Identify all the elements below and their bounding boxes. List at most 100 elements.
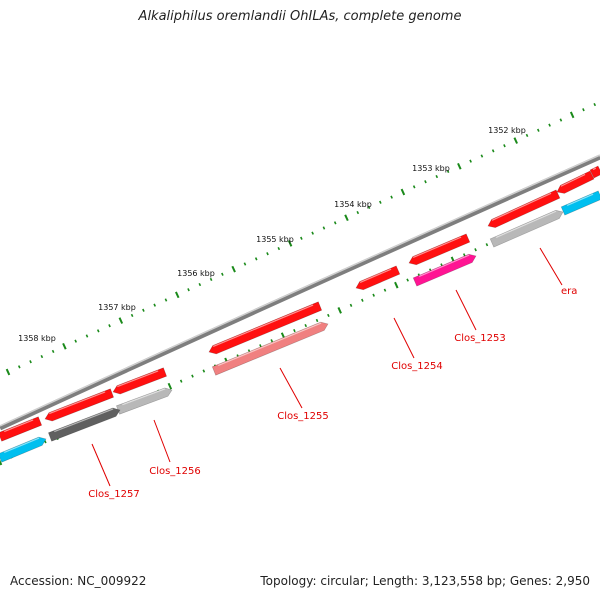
ruler-tick [17, 365, 21, 369]
ruler-tick [424, 180, 427, 184]
gene-feature-highlight [592, 167, 597, 171]
ruler-tick [277, 246, 281, 251]
gene-feature [208, 301, 323, 355]
gene-label: era [561, 286, 577, 297]
ruler-tick [569, 111, 575, 119]
ruler-tick [254, 257, 258, 261]
ruler-tick [209, 277, 213, 282]
ruler-tick [337, 307, 342, 314]
label-leaders [91, 247, 563, 487]
label-leader [539, 247, 563, 286]
gene-feature-highlight [212, 304, 314, 348]
ruler-tick [153, 303, 156, 307]
ruler-tick [593, 102, 597, 107]
ruler-tick [344, 214, 349, 222]
ruler-tick [198, 282, 202, 287]
ruler-tick [474, 248, 477, 252]
scale-label: 1353 kbp [412, 164, 450, 173]
gene-feature-era [560, 190, 600, 216]
ruler-tick [231, 265, 236, 273]
ruler-tick [383, 288, 387, 292]
ruler-tick [400, 188, 406, 196]
ruler-tick [315, 318, 319, 323]
scale-labels: 1352 kbp 1353 kbp 1354 kbp 1355 kbp 1356 kbp… [18, 126, 526, 343]
gene-feature [489, 209, 564, 248]
gene-feature-clos-1256-highlight [122, 388, 166, 406]
gene-label: Clos_1257 [88, 489, 140, 500]
scale-label: 1352 kbp [488, 126, 526, 135]
gene-feature-clos-1257-highlight [54, 408, 114, 433]
gene-feature [556, 170, 595, 194]
ruler-tick [270, 339, 274, 343]
ruler-tick [40, 354, 44, 359]
gene-feature-clos-1253 [412, 253, 477, 287]
gene-feature [112, 367, 167, 395]
gene-feature-clos-1255 [211, 321, 329, 376]
ruler-tick [96, 329, 100, 333]
ruler-tick [287, 240, 293, 247]
gene-label: Clos_1256 [149, 466, 201, 477]
gene-feature-clos-1255-highlight [217, 322, 322, 367]
label-leader [279, 367, 303, 409]
genome-backbone-highlight [0, 154, 600, 427]
ruler-tick [221, 272, 224, 276]
ruler-tick [259, 344, 262, 348]
map-title: Alkaliphilus oremlandii OhILAs, complete… [138, 9, 462, 24]
ruler-tick [548, 123, 551, 127]
ruler-tick [457, 162, 462, 170]
ruler-tick [300, 236, 303, 240]
gene-label: Clos_1254 [391, 361, 443, 372]
genome-summary-text: Topology: circular; Length: 3,123,558 bp… [260, 574, 590, 588]
scale-label: 1355 kbp [256, 235, 294, 244]
gene-feature-highlight [412, 236, 462, 258]
ruler-tick [51, 349, 55, 354]
ruler-tick [130, 313, 134, 318]
genome-backbone [0, 154, 600, 431]
ruler-tick [179, 379, 183, 383]
ruler-tick [202, 369, 206, 373]
ruler-tick [167, 382, 173, 390]
gene-feature-highlight [4, 419, 34, 433]
ruler-tick [537, 128, 540, 132]
label-leader [455, 289, 477, 331]
ruler-tick [513, 137, 518, 144]
ruler-tick [394, 281, 399, 289]
ruler-tick [559, 118, 563, 122]
ruler-tick [243, 262, 247, 266]
ruler-tick [311, 231, 314, 235]
gene-feature [0, 416, 43, 442]
ruler-tick [349, 303, 353, 307]
ruler-tick [582, 108, 585, 112]
gene-feature [0, 436, 47, 463]
gene-feature-highlight [117, 370, 159, 388]
ruler-tick [333, 221, 337, 225]
ruler-tick [118, 317, 124, 324]
gene-feature [589, 165, 600, 179]
ruler-tick [435, 174, 439, 179]
gene-feature [355, 265, 401, 291]
scale-label: 1357 kbp [98, 303, 136, 312]
gene-feature-highlight [560, 173, 586, 187]
gene-feature-clos-1257 [48, 407, 121, 442]
gene-feature [44, 388, 114, 422]
label-leader [393, 317, 415, 359]
scale-label: 1358 kbp [18, 334, 56, 343]
ruler-tick [356, 210, 360, 215]
ruler-tick [142, 308, 145, 312]
ruler-tick [469, 159, 472, 163]
ruler-tick [491, 149, 495, 153]
label-leader [91, 443, 111, 487]
ruler-tick [0, 459, 3, 466]
gene-label: Clos_1253 [454, 333, 506, 344]
gene-feature-era-highlight [566, 193, 594, 206]
gene-feature-highlight [49, 391, 106, 415]
ruler-tick [485, 243, 489, 247]
ruler-tick [43, 440, 47, 444]
ruler-tick [327, 313, 330, 318]
ruler-tick [412, 185, 416, 189]
ruler-tick [503, 144, 506, 148]
ruler-tick [85, 334, 89, 338]
ruler-tick [293, 328, 296, 333]
gene-feature-highlight [359, 268, 392, 283]
